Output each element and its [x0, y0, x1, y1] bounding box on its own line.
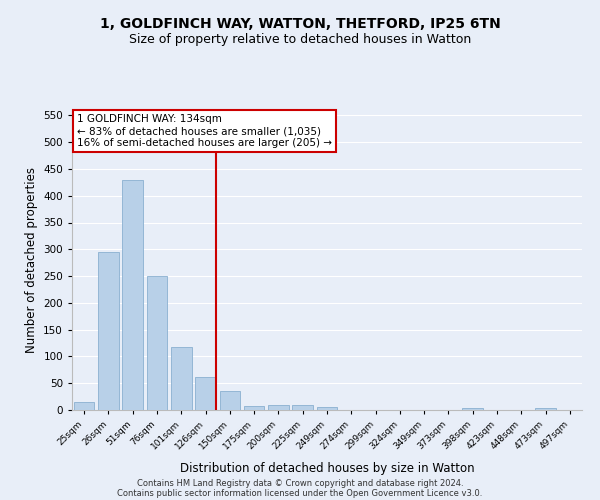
Y-axis label: Number of detached properties: Number of detached properties — [25, 167, 38, 353]
Bar — [535, 408, 556, 410]
Bar — [317, 408, 337, 410]
Bar — [171, 347, 191, 410]
Bar — [268, 404, 289, 410]
Bar — [463, 408, 483, 410]
Bar — [244, 406, 265, 410]
Bar — [74, 402, 94, 410]
Text: 1 GOLDFINCH WAY: 134sqm
← 83% of detached houses are smaller (1,035)
16% of semi: 1 GOLDFINCH WAY: 134sqm ← 83% of detache… — [77, 114, 332, 148]
Bar — [98, 252, 119, 410]
X-axis label: Distribution of detached houses by size in Watton: Distribution of detached houses by size … — [179, 462, 475, 475]
Text: Contains public sector information licensed under the Open Government Licence v3: Contains public sector information licen… — [118, 488, 482, 498]
Bar — [220, 391, 240, 410]
Text: Contains HM Land Registry data © Crown copyright and database right 2024.: Contains HM Land Registry data © Crown c… — [137, 478, 463, 488]
Text: 1, GOLDFINCH WAY, WATTON, THETFORD, IP25 6TN: 1, GOLDFINCH WAY, WATTON, THETFORD, IP25… — [100, 18, 500, 32]
Bar — [292, 404, 313, 410]
Bar — [122, 180, 143, 410]
Bar — [146, 276, 167, 410]
Bar — [195, 377, 216, 410]
Text: Size of property relative to detached houses in Watton: Size of property relative to detached ho… — [129, 32, 471, 46]
